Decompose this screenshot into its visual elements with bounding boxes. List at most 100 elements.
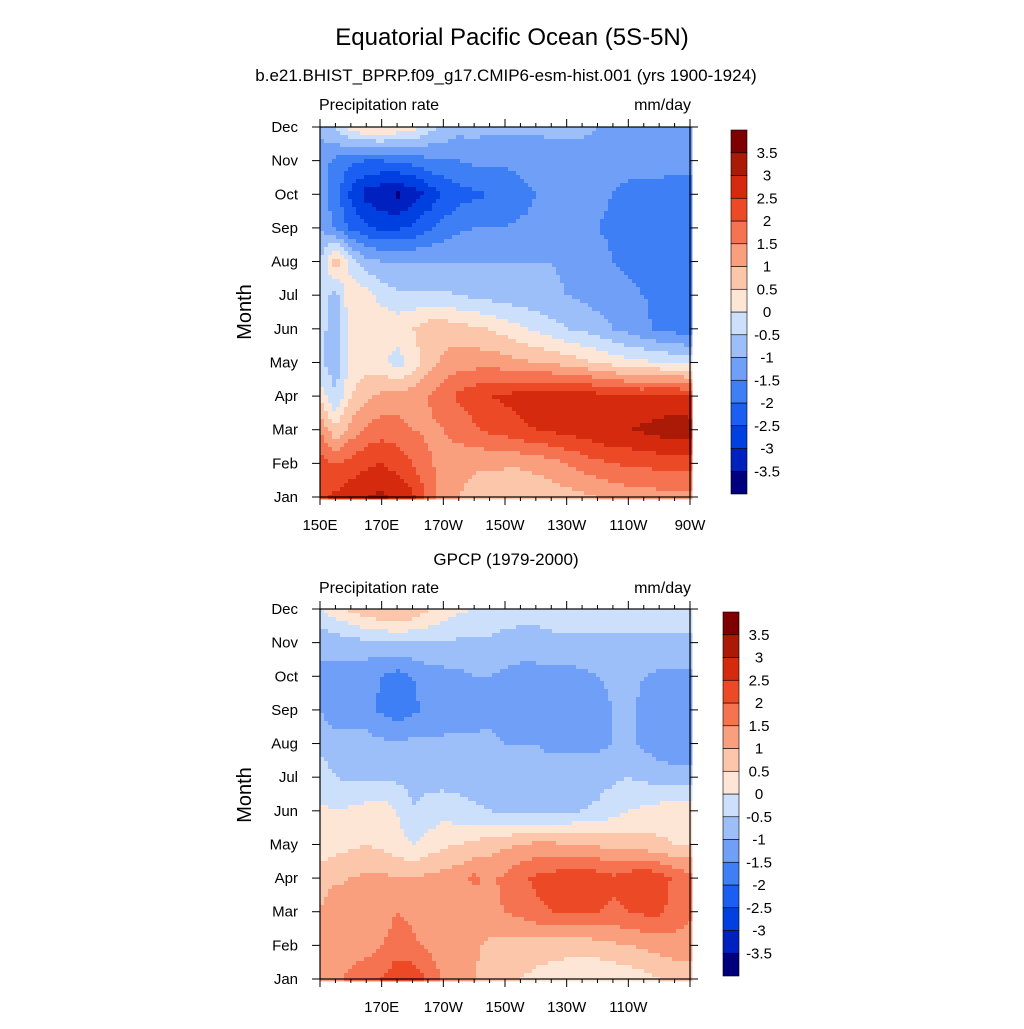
heatmap-cell	[368, 215, 373, 220]
heatmap-cell	[336, 175, 341, 180]
heatmap-cell	[580, 187, 585, 192]
heatmap-cell	[508, 203, 513, 208]
heatmap-cell	[564, 275, 569, 280]
heatmap-cell	[624, 139, 629, 144]
heatmap-cell	[444, 247, 449, 252]
heatmap-cell	[616, 131, 621, 136]
heatmap-cell	[632, 251, 637, 256]
heatmap-cell	[352, 223, 357, 228]
heatmap-cell	[580, 227, 585, 232]
heatmap-cell	[528, 151, 533, 156]
heatmap-cell	[360, 191, 365, 196]
heatmap-cell	[400, 295, 405, 300]
heatmap-cell	[356, 143, 361, 148]
heatmap-cell	[360, 319, 365, 324]
heatmap-cell	[472, 271, 477, 276]
heatmap-cell	[436, 171, 441, 176]
heatmap-cell	[576, 247, 581, 252]
heatmap-cell	[640, 291, 645, 296]
heatmap-cell	[452, 163, 457, 168]
heatmap-cell	[484, 291, 489, 296]
heatmap-cell	[648, 239, 653, 244]
heatmap-cell	[412, 311, 417, 316]
heatmap-cell	[568, 295, 573, 300]
heatmap-cell	[356, 263, 361, 268]
heatmap-cell	[376, 311, 381, 316]
heatmap-cell	[560, 303, 565, 308]
heatmap-cell	[324, 303, 329, 308]
heatmap-cell	[436, 175, 441, 180]
heatmap-cell	[408, 199, 413, 204]
heatmap-cell	[664, 279, 669, 284]
heatmap-cell	[684, 147, 689, 152]
heatmap-cell	[464, 299, 469, 304]
heatmap-cell	[556, 187, 561, 192]
heatmap-cell	[608, 199, 613, 204]
heatmap-cell	[460, 331, 465, 336]
heatmap-cell	[532, 279, 537, 284]
heatmap-cell	[568, 235, 573, 240]
heatmap-cell	[624, 299, 629, 304]
heatmap-cell	[456, 283, 461, 288]
heatmap-cell	[632, 235, 637, 240]
heatmap-cell	[656, 255, 661, 260]
heatmap-cell	[660, 239, 665, 244]
heatmap-cell	[400, 255, 405, 260]
heatmap-cell	[556, 279, 561, 284]
heatmap-cell	[632, 143, 637, 148]
heatmap-cell	[516, 327, 521, 332]
heatmap-cell	[680, 187, 685, 192]
heatmap-cell	[596, 223, 601, 228]
heatmap-cell	[492, 199, 497, 204]
heatmap-cell	[632, 179, 637, 184]
heatmap-cell	[532, 227, 537, 232]
heatmap-cell	[340, 215, 345, 220]
heatmap-cell	[432, 303, 437, 308]
heatmap-cell	[652, 175, 657, 180]
heatmap-cell	[664, 323, 669, 328]
heatmap-cell	[368, 307, 373, 312]
heatmap-cell	[376, 323, 381, 328]
heatmap-cell	[680, 323, 685, 328]
heatmap-cell	[528, 331, 533, 336]
heatmap-cell	[440, 135, 445, 140]
heatmap-cell	[544, 291, 549, 296]
heatmap-cell	[576, 307, 581, 312]
heatmap-cell	[668, 163, 673, 168]
heatmap-cell	[624, 199, 629, 204]
heatmap-cell	[460, 247, 465, 252]
heatmap-cell	[612, 223, 617, 228]
heatmap-cell	[452, 243, 457, 248]
heatmap-cell	[588, 203, 593, 208]
heatmap-cell	[560, 259, 565, 264]
heatmap-cell	[456, 319, 461, 324]
heatmap-cell	[396, 155, 401, 160]
heatmap-cell	[440, 183, 445, 188]
heatmap-cell	[484, 335, 489, 340]
heatmap-cell	[328, 179, 333, 184]
heatmap-cell	[652, 131, 657, 136]
heatmap-cell	[592, 271, 597, 276]
heatmap-cell	[560, 127, 565, 132]
heatmap-cell	[512, 215, 517, 220]
heatmap-cell	[344, 263, 349, 268]
heatmap-cell	[428, 211, 433, 216]
heatmap-cell	[416, 239, 421, 244]
heatmap-cell	[564, 323, 569, 328]
heatmap-cell	[456, 243, 461, 248]
heatmap-cell	[636, 207, 641, 212]
heatmap-cell	[532, 291, 537, 296]
heatmap-cell	[584, 327, 589, 332]
heatmap-cell	[556, 307, 561, 312]
heatmap-cell	[404, 283, 409, 288]
heatmap-cell	[620, 151, 625, 156]
heatmap-cell	[376, 207, 381, 212]
heatmap-cell	[648, 139, 653, 144]
heatmap-cell	[560, 231, 565, 236]
heatmap-cell	[356, 323, 361, 328]
heatmap-cell	[588, 223, 593, 228]
heatmap-cell	[324, 219, 329, 224]
heatmap-cell	[352, 143, 357, 148]
heatmap-cell	[460, 271, 465, 276]
heatmap-cell	[644, 311, 649, 316]
